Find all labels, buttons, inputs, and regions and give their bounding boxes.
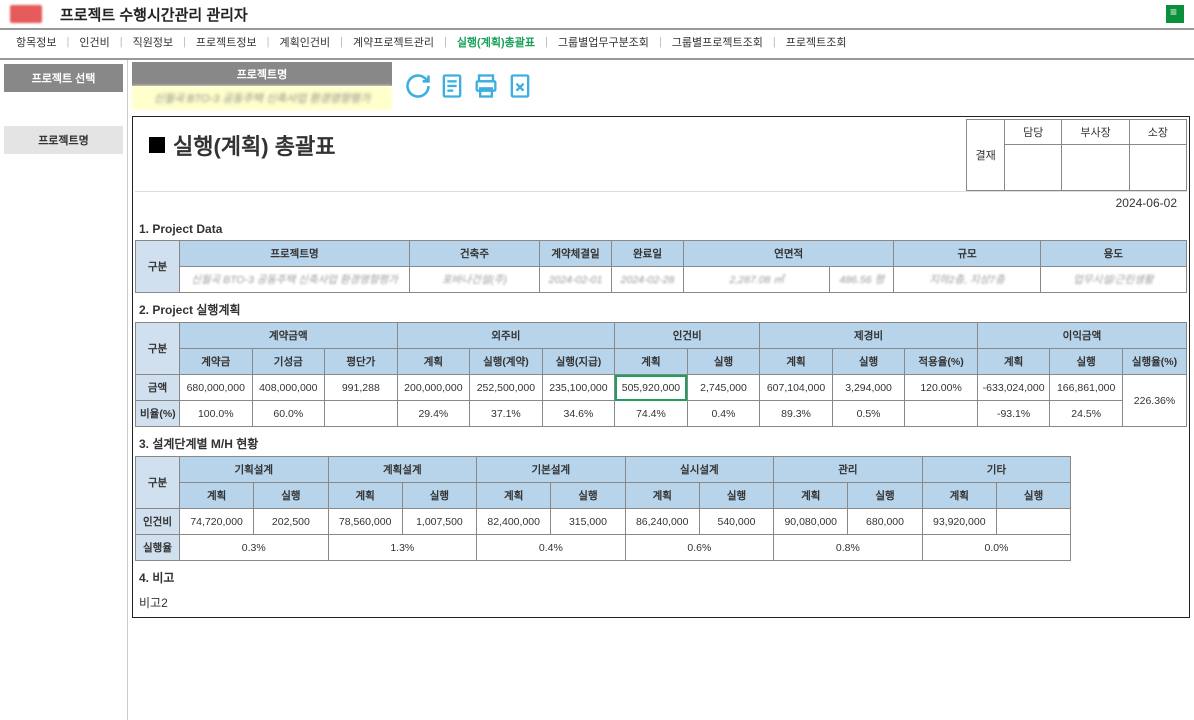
menu-item[interactable]: 계획인건비 (276, 34, 335, 50)
approval-box: 결재 담당 부사장 소장 (966, 119, 1187, 191)
report-date: 2024-06-02 (135, 192, 1187, 214)
menu-item[interactable]: 인건비 (75, 34, 113, 50)
main-content: 프로젝트명 신월곡 BTO-3 공동주택 신축사업 환경영향평가 실행(계획) … (128, 60, 1194, 720)
section1-title: 1. Project Data (135, 214, 1187, 240)
project-name-button[interactable]: 프로젝트명 (4, 126, 123, 154)
menu-item[interactable]: 그룹별프로젝트조회 (668, 34, 767, 50)
approval-sign-cell (1005, 145, 1062, 191)
approval-label: 결재 (967, 120, 1005, 191)
project-name-value: 신월곡 BTO-3 공동주택 신축사업 환경영향평가 (132, 86, 392, 110)
section2-title: 2. Project 실행계획 (135, 293, 1187, 322)
sidebar: 프로젝트 선택 프로젝트명 (0, 60, 128, 720)
remark-text: 비고2 (135, 590, 1187, 615)
approval-sign-cell (1062, 145, 1129, 191)
menu-item[interactable]: 직원정보 (129, 34, 177, 50)
report: 실행(계획) 총괄표 결재 담당 부사장 소장 2024-06-02 1. Pr… (132, 116, 1190, 618)
menu-item[interactable]: 프로젝트조회 (782, 34, 851, 50)
approver-role: 부사장 (1062, 120, 1129, 145)
document-icon[interactable] (438, 72, 466, 100)
project-label: 프로젝트명 (132, 62, 392, 86)
execution-plan-table: 구분 계약금액외주비인건비제경비이익금액 계약금기성금평단가계획실행(계약)실행… (135, 322, 1187, 427)
approver-role: 소장 (1129, 120, 1186, 145)
project-data-table: 구분 프로젝트명건축주계약체결일완료일연면적규모용도 신월곡 BTO-3 공동주… (135, 240, 1187, 293)
spreadsheet-icon[interactable] (1166, 5, 1184, 23)
report-title: 실행(계획) 총괄표 (135, 119, 349, 171)
menu-item[interactable]: 계약프로젝트관리 (349, 34, 438, 50)
menu-item[interactable]: 항목정보 (12, 34, 60, 50)
project-select-button[interactable]: 프로젝트 선택 (4, 64, 123, 92)
topbar: 프로젝트 수행시간관리 관리자 (0, 0, 1194, 30)
project-header: 프로젝트명 신월곡 BTO-3 공동주택 신축사업 환경영향평가 (132, 62, 1190, 110)
section4-title: 4. 비고 (135, 561, 1187, 590)
menu-item[interactable]: 그룹별업무구분조회 (554, 34, 653, 50)
refresh-icon[interactable] (404, 72, 432, 100)
approver-role: 담당 (1005, 120, 1062, 145)
section3-title: 3. 설계단계별 M/H 현황 (135, 427, 1187, 456)
menu-item[interactable]: 프로젝트정보 (192, 34, 261, 50)
approval-sign-cell (1129, 145, 1186, 191)
app-logo (10, 5, 42, 23)
mh-status-table: 구분 기획설계계획설계기본설계실시설계관리기타 계획실행계획실행계획실행계획실행… (135, 456, 1071, 561)
app-title: 프로젝트 수행시간관리 관리자 (60, 4, 248, 25)
excel-icon[interactable] (506, 72, 534, 100)
toolbar (404, 72, 534, 100)
print-icon[interactable] (472, 72, 500, 100)
menubar: 항목정보|인건비|직원정보|프로젝트정보|계획인건비|계약프로젝트관리|실행(계… (0, 30, 1194, 60)
menu-item[interactable]: 실행(계획)총괄표 (453, 34, 539, 50)
